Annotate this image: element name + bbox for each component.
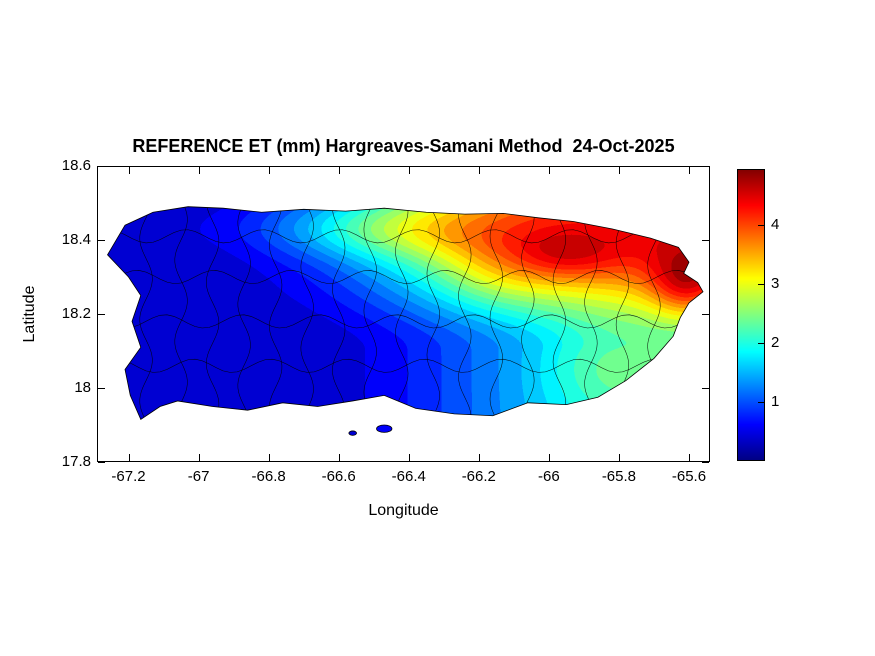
y-tick-mark xyxy=(702,166,709,167)
x-tick-label: -67 xyxy=(187,468,210,485)
puerto-rico-et-map xyxy=(97,166,710,462)
y-tick-mark xyxy=(98,462,105,463)
x-tick-mark xyxy=(408,167,410,174)
x-tick-mark xyxy=(198,167,200,174)
y-tick-label: 18 xyxy=(74,379,91,396)
x-tick-label: -66 xyxy=(538,468,560,485)
colorbar-tick-mark xyxy=(758,402,764,403)
x-tick-label: -66.6 xyxy=(321,468,356,485)
x-tick-mark xyxy=(548,167,550,174)
y-tick-mark xyxy=(98,240,105,241)
colorbar-tick-mark xyxy=(758,284,764,286)
x-tick-mark xyxy=(338,167,340,174)
colorbar-gradient xyxy=(737,169,765,461)
colorbar-tick-label: 4 xyxy=(771,216,780,234)
x-tick-label: -66.2 xyxy=(461,468,496,485)
x-tick-mark xyxy=(128,454,130,461)
colorbar-tick-mark xyxy=(758,225,764,227)
y-tick-mark xyxy=(98,388,105,389)
x-tick-mark xyxy=(198,454,200,461)
y-tick-mark xyxy=(702,240,709,241)
x-tick-mark xyxy=(338,454,340,461)
colorbar-tick-label: 1 xyxy=(771,393,780,410)
x-axis-label: Longitude xyxy=(368,502,439,519)
x-tick-mark xyxy=(128,167,130,174)
x-tick-label: -67.2 xyxy=(111,468,146,485)
plot-title: REFERENCE ET (mm) Hargreaves-Samani Meth… xyxy=(132,136,675,156)
x-tick-mark xyxy=(688,454,690,461)
y-tick-mark xyxy=(702,314,709,315)
x-tick-label: -65.6 xyxy=(671,468,707,485)
x-tick-mark xyxy=(688,167,690,174)
y-tick-label: 18.6 xyxy=(61,157,91,174)
x-tick-mark xyxy=(618,167,620,174)
x-tick-mark xyxy=(548,454,550,461)
y-tick-mark xyxy=(702,462,709,463)
x-tick-mark xyxy=(478,167,480,174)
y-tick-label: 18.2 xyxy=(61,305,91,322)
x-tick-label: -66.8 xyxy=(251,468,286,485)
y-tick-mark xyxy=(702,388,709,389)
y-tick-mark xyxy=(98,166,105,167)
x-tick-label: -65.8 xyxy=(601,468,637,485)
colorbar-tick-label: 2 xyxy=(771,334,780,352)
y-tick-label: 18.4 xyxy=(61,231,91,248)
y-tick-label: 17.8 xyxy=(61,453,91,470)
x-tick-mark xyxy=(268,167,270,174)
y-tick-mark xyxy=(98,314,105,315)
colorbar-tick-mark xyxy=(758,343,764,345)
x-tick-mark xyxy=(618,454,620,461)
y-axis-label: Latitude xyxy=(21,285,38,343)
x-tick-mark xyxy=(478,454,480,461)
x-tick-mark xyxy=(408,454,410,461)
colorbar-tick-label: 3 xyxy=(771,275,780,293)
x-tick-mark xyxy=(268,454,270,461)
x-tick-label: -66.4 xyxy=(391,468,426,485)
